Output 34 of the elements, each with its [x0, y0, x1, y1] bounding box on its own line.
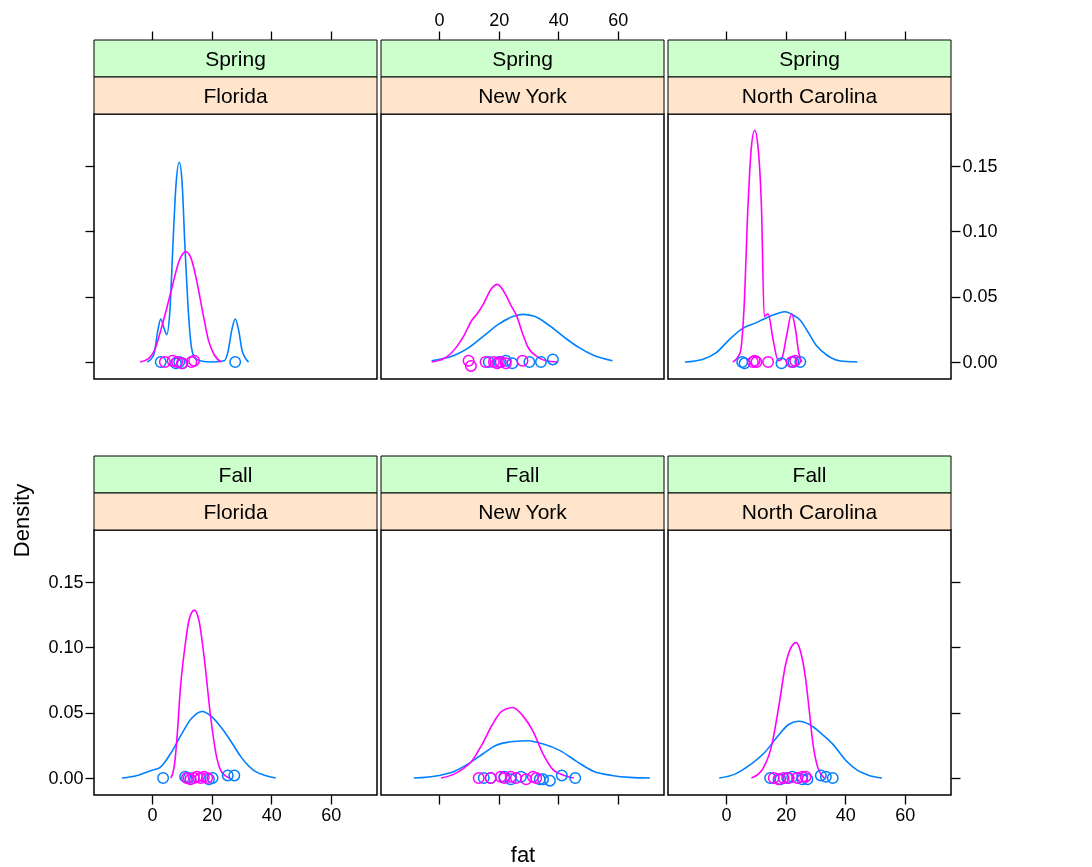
y-tick-label: 0.15 — [48, 571, 84, 592]
x-tick-label: 40 — [835, 804, 856, 825]
x-tick-label: 20 — [202, 804, 223, 825]
y-tick-label: 0.00 — [962, 351, 998, 372]
chart-title: Fall — [792, 462, 827, 486]
y-tick-label: 0.15 — [962, 155, 998, 176]
x-tick-label: 20 — [489, 9, 510, 30]
x-tick-label: 40 — [548, 9, 569, 30]
y-tick-label: 0.05 — [48, 702, 84, 723]
y-tick-label: 0.05 — [962, 286, 998, 307]
chart-subtitle: North Carolina — [741, 83, 878, 107]
y-tick-label: 0.10 — [48, 636, 84, 657]
x-tick-label: 0 — [721, 804, 732, 825]
chart-subtitle: New York — [478, 499, 568, 523]
y-axis-title: Density — [9, 483, 35, 558]
x-tick-label: 60 — [895, 804, 916, 825]
chart-subtitle: Florida — [203, 499, 268, 523]
x-tick-label: 0 — [147, 804, 158, 825]
y-tick-label: 0.10 — [962, 220, 998, 241]
x-tick-label: 0 — [434, 9, 445, 30]
chart-subtitle: New York — [478, 83, 568, 107]
chart-title: Spring — [492, 46, 553, 70]
chart-title: Fall — [218, 462, 253, 486]
chart-subtitle: Florida — [203, 83, 268, 107]
chart-title: Spring — [779, 46, 840, 70]
chart-subtitle: North Carolina — [741, 499, 878, 523]
x-tick-label: 40 — [261, 804, 282, 825]
y-tick-label: 0.00 — [48, 767, 84, 788]
x-tick-label: 60 — [321, 804, 342, 825]
chart-title: Spring — [205, 46, 266, 70]
x-tick-label: 20 — [776, 804, 797, 825]
chart-title: Fall — [505, 462, 540, 486]
x-tick-label: 60 — [608, 9, 629, 30]
x-axis-title: fat — [510, 842, 536, 867]
